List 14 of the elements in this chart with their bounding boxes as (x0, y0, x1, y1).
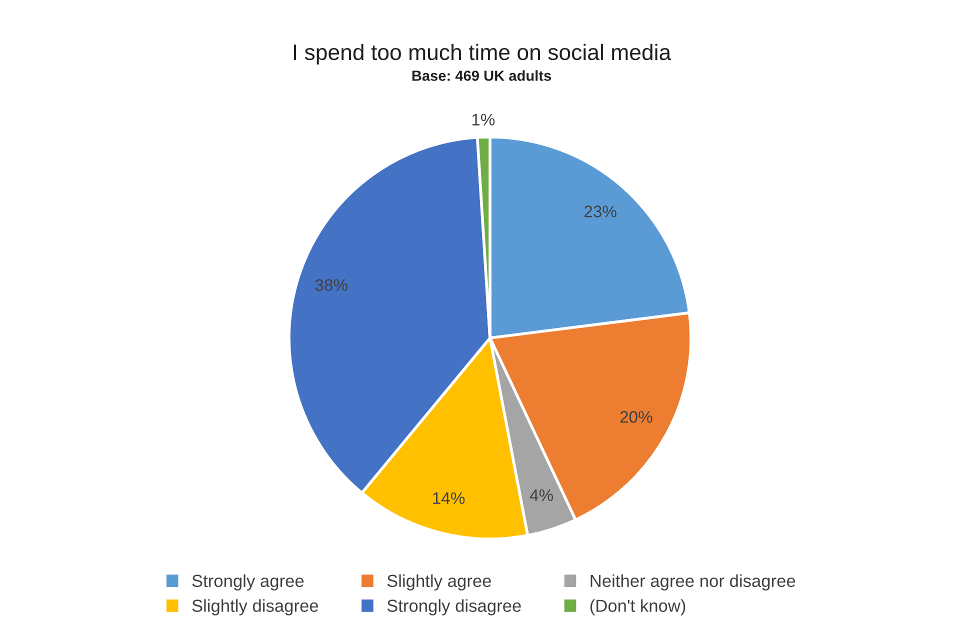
data-label: 14% (433, 492, 465, 504)
legend-label: Slightly agree (387, 574, 491, 591)
legend-label: Strongly disagree (387, 599, 521, 616)
data-label: 1% (472, 114, 495, 126)
data-label: 20% (620, 411, 652, 423)
legend-label: Neither agree nor disagree (590, 574, 796, 591)
chart-subtitle: Base: 469 UK adults (412, 70, 552, 81)
data-label: 38% (315, 279, 348, 291)
data-label: 4% (530, 489, 553, 502)
legend-label: Strongly agree (192, 574, 304, 591)
legend-label: (Don't know) (590, 599, 686, 616)
legend-label: Slightly disagree (192, 599, 318, 616)
chart-title: I spend too much time on social media (294, 44, 672, 65)
data-label: 23% (584, 206, 616, 218)
